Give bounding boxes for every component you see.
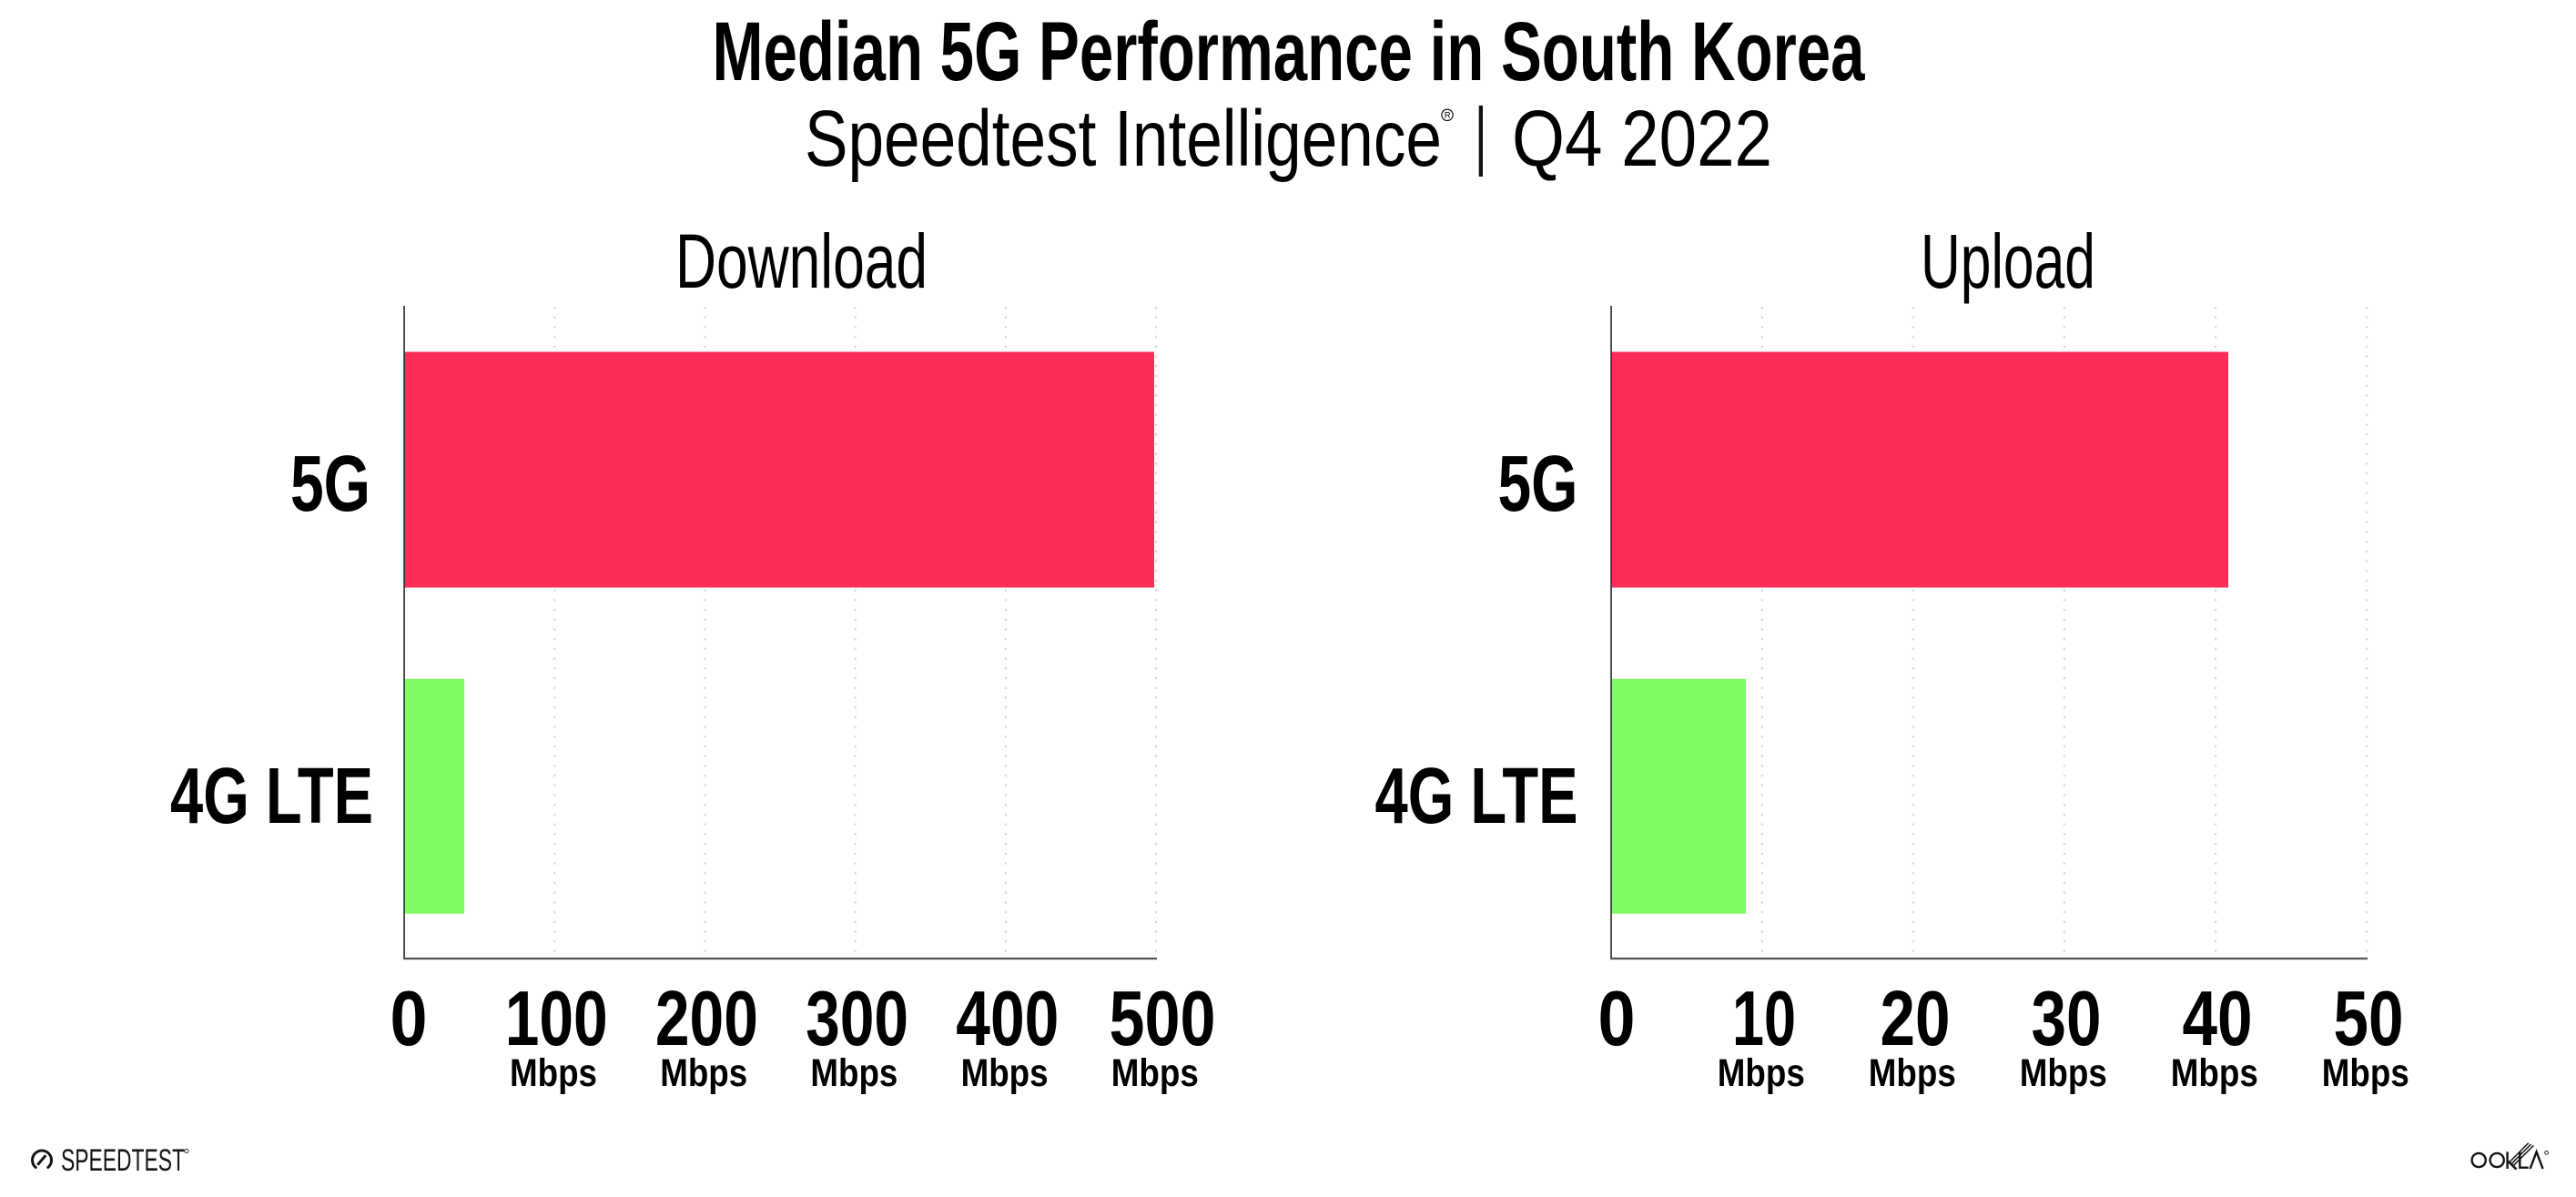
svg-text:Median 5G Performance in South: Median 5G Performance in South Korea [713,5,1866,98]
svg-text:5G: 5G [1498,440,1578,528]
svg-text:Mbps: Mbps [810,1051,898,1095]
svg-text:Mbps: Mbps [2020,1051,2107,1095]
svg-text:Speedtest Intelligence: Speedtest Intelligence [805,95,1442,183]
svg-text:500: 500 [1110,976,1216,1062]
svg-text:10: 10 [1732,976,1796,1062]
svg-text:Mbps: Mbps [961,1051,1049,1095]
svg-text:5G: 5G [290,440,370,528]
svg-text:4G LTE: 4G LTE [170,752,373,840]
svg-text:Mbps: Mbps [1718,1051,1805,1095]
svg-text:Upload: Upload [1921,218,2095,304]
svg-text:Mbps: Mbps [1111,1051,1199,1095]
svg-text:Mbps: Mbps [2322,1051,2409,1095]
svg-text:30: 30 [2032,976,2102,1062]
svg-text:Q4 2022: Q4 2022 [1512,95,1772,183]
svg-text:0: 0 [1598,976,1636,1062]
svg-text:R: R [1445,111,1451,121]
svg-text:100: 100 [505,976,608,1062]
svg-text:Mbps: Mbps [2171,1051,2258,1095]
svg-text:Mbps: Mbps [1869,1051,1956,1095]
svg-text:SPEEDTEST: SPEEDTEST [61,1143,185,1178]
svg-text:Mbps: Mbps [510,1051,597,1095]
svg-text:200: 200 [655,976,758,1062]
svg-text:Download: Download [675,218,928,304]
svg-text:0: 0 [390,976,428,1062]
svg-text:50: 50 [2334,976,2404,1062]
svg-text:400: 400 [956,976,1059,1062]
svg-text:40: 40 [2183,976,2253,1062]
svg-text:20: 20 [1881,976,1951,1062]
svg-text:300: 300 [806,976,908,1062]
svg-text:4G LTE: 4G LTE [1375,752,1578,840]
svg-text:Mbps: Mbps [660,1051,747,1095]
